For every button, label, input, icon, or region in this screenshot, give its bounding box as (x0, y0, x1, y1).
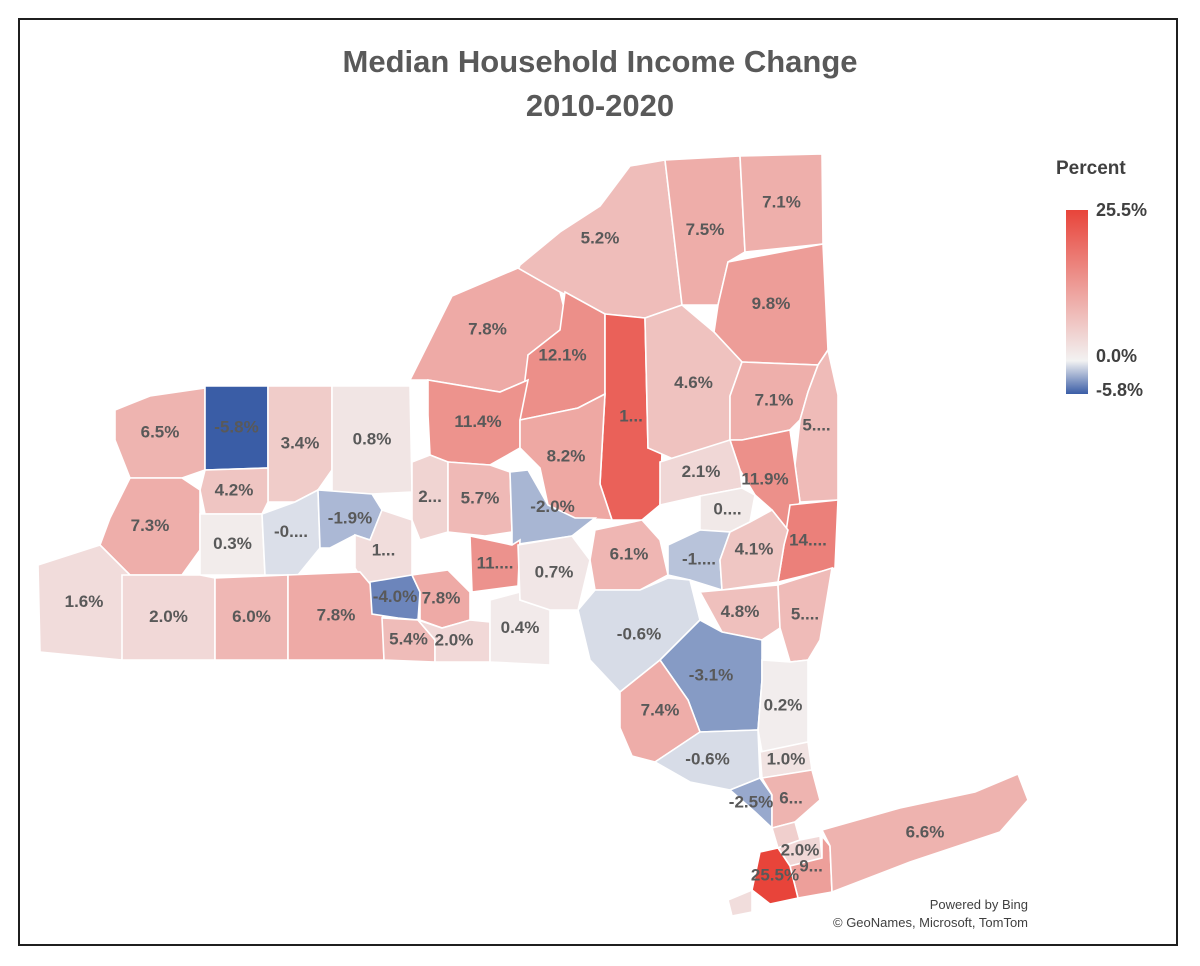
county-label: 5.... (802, 415, 830, 434)
county-label: 5.2% (581, 228, 620, 247)
county-label: 6... (779, 788, 803, 807)
county-label: 9.8% (752, 294, 791, 313)
county-label: 5.... (791, 604, 819, 623)
legend-zero-label: 0.0% (1096, 346, 1138, 366)
county-label: 4.2% (215, 480, 254, 499)
county-columbia[interactable] (719, 508, 789, 591)
county-delaware-north[interactable] (589, 519, 669, 591)
county-livingston[interactable] (199, 513, 266, 576)
county-label: -1.... (682, 549, 716, 568)
county-label: -2.5% (729, 792, 773, 811)
county-label: 9... (799, 856, 823, 875)
county-sullivan-north[interactable] (577, 577, 701, 694)
county-label: 6.1% (610, 544, 649, 563)
county-shapes (37, 153, 1029, 917)
county-label: 7.1% (755, 390, 794, 409)
county-suffolk[interactable] (820, 772, 1029, 894)
county-label: -0.6% (617, 624, 661, 643)
county-label: 11.... (477, 553, 514, 572)
legend-min-label: -5.8% (1096, 380, 1144, 400)
title-line-2: 2010-2020 (525, 88, 675, 123)
county-label: 7.8% (317, 605, 356, 624)
county-label: 8.2% (547, 446, 586, 465)
county-label: 7.8% (422, 588, 461, 607)
county-label: 7.4% (641, 700, 680, 719)
county-label: 1... (372, 540, 396, 559)
legend-max-label: 25.5% (1096, 200, 1148, 220)
county-label: 3.4% (281, 433, 320, 452)
legend-title: Percent (1056, 158, 1126, 179)
county-label: 25.5% (751, 865, 799, 884)
county-label: -4.0% (373, 587, 417, 606)
map-credits: Powered by Bing © GeoNames, Microsoft, T… (833, 896, 1028, 932)
county-label: 0.3% (213, 534, 252, 553)
county-label: -5.8% (214, 417, 258, 436)
county-label: 0.8% (353, 429, 392, 448)
legend-color-scale (1066, 210, 1088, 394)
county-label: 5.4% (389, 629, 428, 648)
county-label: 6.6% (906, 822, 945, 841)
county-label: 4.6% (674, 373, 713, 392)
county-label: 12.1% (538, 345, 586, 364)
county-label: -0.... (274, 522, 308, 541)
credits-sources: © GeoNames, Microsoft, TomTom (833, 915, 1028, 930)
county-label: 0.... (713, 499, 741, 518)
county-label: 11.4% (454, 412, 501, 431)
county-label: 2.0% (435, 630, 474, 649)
county-niagara[interactable] (114, 387, 206, 479)
county-label: -3.1% (689, 665, 733, 684)
county-label: 7.1% (762, 192, 801, 211)
map-title: Median Household Income Change 2010-2020 (0, 40, 1200, 128)
title-line-1: Median Household Income Change (342, 44, 858, 79)
county-label: 5.7% (461, 488, 500, 507)
county-chenango[interactable] (509, 469, 598, 546)
county-label: -0.6% (685, 749, 729, 768)
county-label: 6.0% (232, 607, 271, 626)
county-label: 1... (619, 406, 643, 425)
county-label: 7.3% (131, 516, 170, 535)
county-label: 1.6% (65, 592, 104, 611)
county-label: -1.9% (328, 508, 372, 527)
credits-powered-by: Powered by Bing (929, 897, 1028, 912)
county-label: 0.7% (535, 562, 574, 581)
county-label: 14.... (789, 530, 827, 549)
county-label: 4.8% (721, 602, 760, 621)
county-label: 2... (418, 487, 442, 506)
county-label: -2.0% (530, 497, 574, 516)
county-label: 11.9% (741, 469, 788, 488)
county-label: 0.2% (764, 695, 803, 714)
county-label: 6.5% (141, 422, 180, 441)
county-labels: 5.2% 7.5% 7.1% 9.8% 7.8% 12.1% 1... 4.6% 7.1% 5..… (65, 192, 945, 911)
county-label: 7.5% (686, 220, 725, 239)
county-label: 2.1% (682, 462, 721, 481)
county-richmond[interactable] (727, 888, 753, 917)
county-label: 0.4% (501, 618, 540, 637)
county-label: 2.0% (781, 840, 820, 859)
county-label: 1.0% (767, 749, 806, 768)
county-oswego[interactable] (427, 378, 530, 466)
county-label: 1.5% (721, 892, 760, 911)
county-label: 4.1% (735, 539, 774, 558)
county-label: 2.0% (149, 607, 188, 626)
county-label: 7.8% (468, 319, 507, 338)
